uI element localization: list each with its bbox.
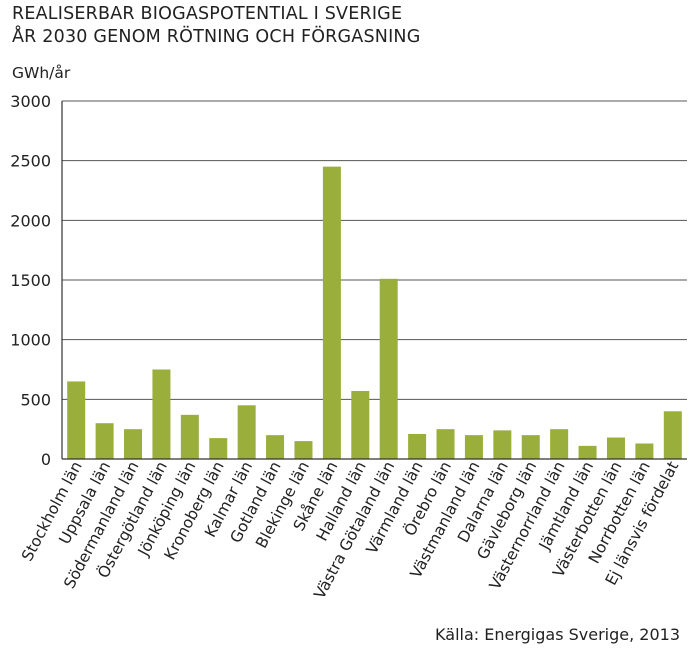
bar — [266, 435, 285, 459]
bar — [379, 278, 398, 459]
bar — [294, 441, 313, 459]
bar — [578, 445, 597, 459]
bar — [550, 429, 569, 459]
bar — [493, 430, 512, 459]
bar — [408, 433, 427, 459]
bar — [124, 429, 143, 459]
bar — [464, 435, 483, 459]
bar — [635, 443, 654, 459]
y-axis-ticks: 0 500 1000 1500 2000 2500 3000 — [10, 92, 51, 469]
y-tick-label: 1500 — [10, 271, 51, 290]
bar — [95, 423, 114, 459]
chart-subtitle: ÅR 2030 GENOM RÖTNING OCH FÖRGASNING — [12, 27, 421, 47]
y-tick-label: 2500 — [10, 152, 51, 171]
chart-title: REALISERBAR BIOGASPOTENTIAL I SVERIGE — [12, 4, 403, 24]
gridlines — [62, 100, 687, 400]
y-tick-label: 1000 — [10, 331, 51, 350]
y-tick-label: 2000 — [10, 211, 51, 230]
source-note: Källa: Energigas Sverige, 2013 — [435, 625, 680, 644]
bar — [436, 429, 455, 459]
bar — [67, 381, 86, 459]
y-tick-label: 0 — [41, 450, 51, 469]
bars — [67, 166, 682, 459]
y-tick-label: 500 — [20, 390, 51, 409]
bar — [237, 405, 256, 459]
bar — [209, 438, 228, 459]
bar — [351, 390, 370, 459]
bar — [152, 369, 171, 459]
bar — [322, 166, 341, 459]
bar — [606, 437, 625, 459]
bar — [521, 435, 540, 459]
y-tick-label: 3000 — [10, 92, 51, 111]
bar — [663, 411, 682, 459]
bar — [180, 414, 199, 459]
y-axis-label: GWh/år — [12, 64, 71, 82]
